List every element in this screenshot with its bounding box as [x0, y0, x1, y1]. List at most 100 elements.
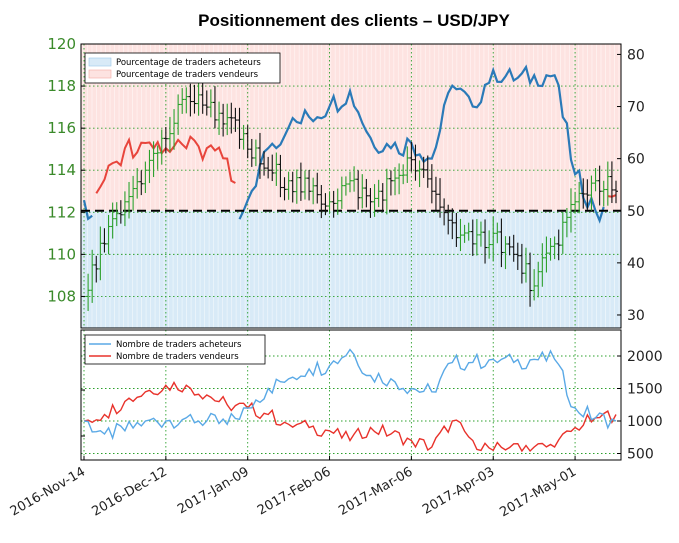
left-tick-label: 112 — [47, 203, 76, 221]
price-bar — [515, 242, 520, 270]
legend-label-sellers-count: Nombre de traders vendeurs — [116, 352, 239, 362]
price-bar — [155, 145, 160, 170]
price-bar — [294, 169, 299, 204]
price-bar — [102, 228, 107, 253]
bottom-right-tick-label: 500 — [627, 447, 654, 463]
price-bar — [208, 89, 213, 118]
price-bar — [114, 202, 119, 227]
price-bar — [274, 152, 279, 186]
price-bar — [421, 156, 426, 178]
price-bar — [499, 218, 504, 268]
price-bar — [241, 124, 246, 150]
price-sentiment-panel: 108 110 112 114 116 118 120 30 40 50 60 70 80 Pourc… — [47, 35, 645, 329]
buyers-majority-zone — [81, 210, 621, 328]
price-bar — [384, 168, 389, 215]
price-bar — [372, 184, 377, 217]
price-bar — [450, 208, 455, 240]
right-tick-label: 40 — [627, 256, 645, 272]
price-bar — [225, 103, 230, 136]
price-bar — [614, 180, 618, 204]
price-bar — [409, 141, 414, 172]
price-bar — [286, 171, 291, 200]
price-bar — [466, 222, 471, 241]
price-bar — [118, 200, 123, 224]
legend-label-buyers-count: Nombre de traders acheteurs — [116, 340, 242, 350]
price-bar — [262, 151, 267, 176]
price-bar — [323, 193, 328, 216]
price-bar — [438, 178, 443, 218]
price-bar — [245, 125, 250, 159]
price-bar — [188, 83, 193, 117]
right-tick-label: 30 — [627, 308, 645, 324]
price-bar — [266, 156, 271, 179]
price-bar — [528, 252, 533, 307]
price-bar — [319, 185, 324, 219]
price-bar — [380, 183, 385, 213]
left-tick-label: 110 — [47, 245, 76, 263]
price-bar — [548, 237, 553, 261]
price-bar — [184, 87, 189, 114]
price-bar — [601, 180, 606, 207]
price-bar — [417, 160, 422, 188]
price-bar — [356, 170, 361, 210]
legend-swatch-sellers-pct — [88, 69, 112, 79]
price-bar — [98, 226, 103, 281]
price-bar — [229, 102, 234, 134]
price-bar — [544, 236, 549, 273]
price-bar — [302, 170, 307, 200]
price-bar — [200, 83, 205, 114]
price-bar — [327, 191, 332, 214]
price-bar — [540, 243, 545, 287]
price-bar — [343, 176, 348, 196]
price-bar — [536, 261, 541, 298]
price-bar — [253, 139, 258, 167]
price-bar — [556, 229, 561, 261]
price-bar — [413, 144, 418, 181]
legend-label-sellers-pct: Pourcentage de traders vendeurs — [116, 70, 259, 80]
left-tick-label: 108 — [47, 287, 76, 305]
right-tick-label: 80 — [627, 47, 645, 63]
price-bar — [393, 167, 398, 196]
price-bar — [159, 129, 164, 165]
bottom-right-tick-label: 1500 — [627, 382, 663, 398]
price-bar — [560, 212, 565, 254]
price-bar — [180, 88, 185, 114]
price-bar — [507, 236, 512, 256]
count-sellers-line — [83, 381, 617, 453]
pct-buyers-line — [82, 64, 605, 224]
price-bar — [368, 188, 373, 218]
price-bar — [585, 179, 590, 210]
right-tick-label: 70 — [627, 100, 645, 116]
bottom-right-tick-label: 2000 — [627, 349, 663, 365]
price-bar — [176, 94, 181, 135]
price-bar — [151, 141, 156, 178]
price-bar — [315, 172, 320, 204]
price-bar — [581, 178, 586, 209]
price-bar — [131, 175, 136, 211]
price-bar — [442, 198, 447, 226]
price-bar — [429, 164, 434, 204]
price-bar — [237, 107, 242, 149]
price-bar — [217, 101, 222, 135]
price-bar — [143, 161, 148, 194]
price-bar — [360, 174, 365, 209]
price-bar — [454, 212, 459, 247]
price-bar — [122, 191, 127, 227]
x-tick-label: 2016-Nov-14 — [8, 464, 88, 519]
price-bar — [94, 255, 99, 283]
price-bar — [90, 249, 95, 303]
price-bar — [86, 273, 91, 312]
price-bar — [397, 163, 402, 195]
price-bar — [311, 177, 316, 205]
x-tick-label: 2016-Dec-12 — [89, 464, 169, 519]
price-bar — [573, 191, 578, 214]
price-bar — [388, 170, 393, 196]
price-bar — [401, 164, 406, 185]
price-bar — [483, 219, 488, 264]
price-bar — [196, 78, 201, 116]
price-bar — [348, 171, 352, 193]
price-bar — [495, 222, 500, 244]
price-bar — [270, 154, 275, 182]
price-bar — [163, 127, 168, 154]
price-bar — [127, 181, 132, 219]
